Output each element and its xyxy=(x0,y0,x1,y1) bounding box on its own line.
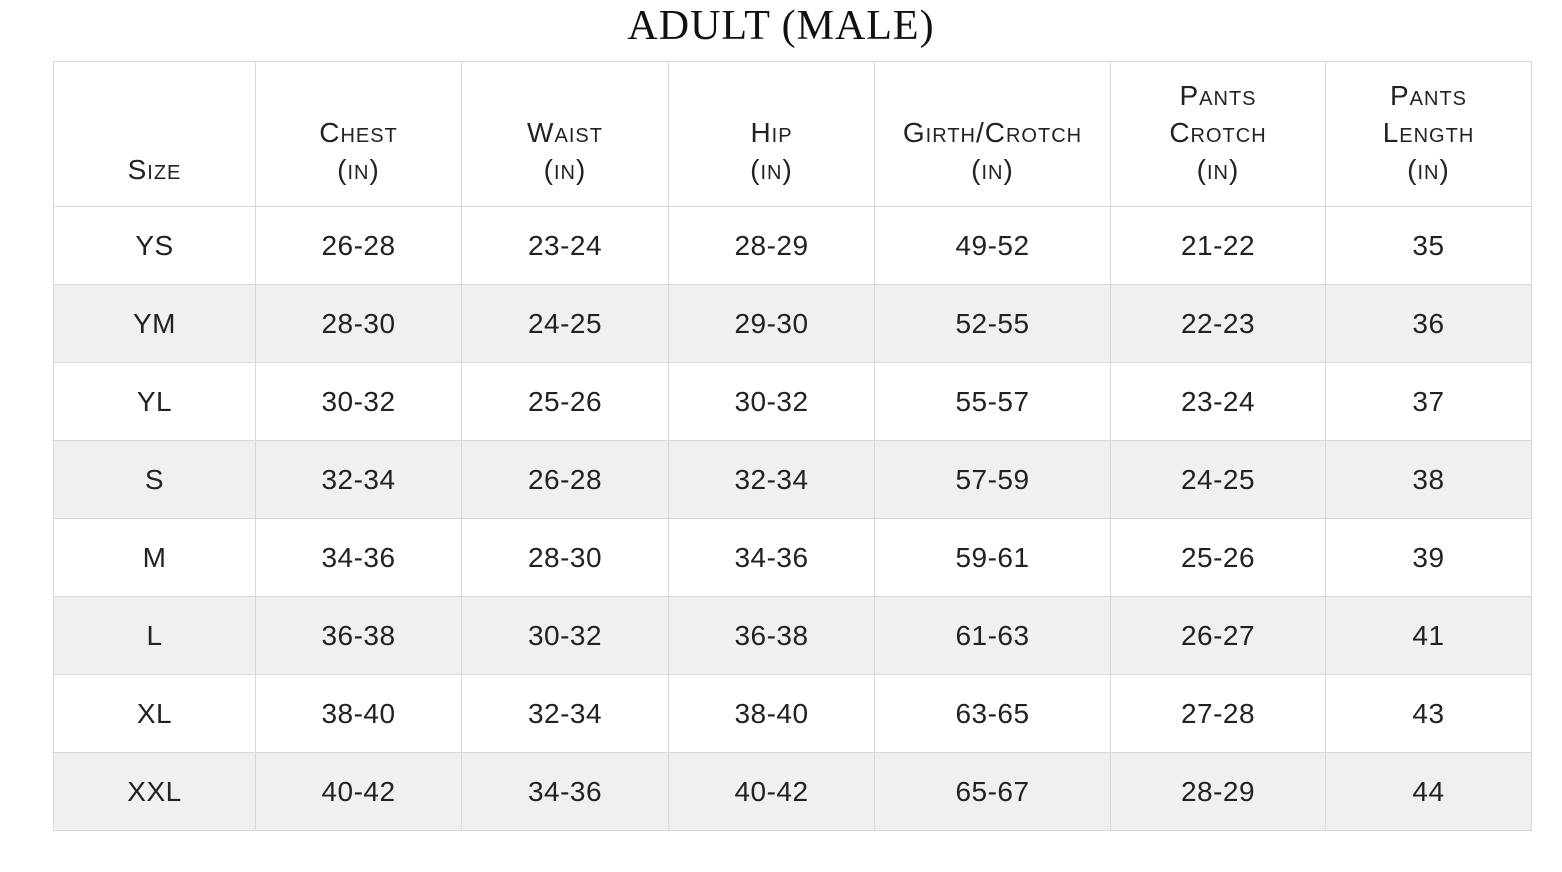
column-header-line: Waist xyxy=(527,117,603,148)
size-chart-table: Size Chest (in) Waist (in) Hip (in) Girth/Crotc… xyxy=(53,61,1532,831)
column-header-line: Size xyxy=(127,154,182,185)
size-cell: XXL xyxy=(53,752,256,831)
size-cell: L xyxy=(53,596,256,675)
measurement-cell: 21-22 xyxy=(1110,206,1326,285)
measurement-cell: 30-32 xyxy=(668,362,875,441)
measurement-cell: 35 xyxy=(1325,206,1532,285)
measurement-cell: 63-65 xyxy=(874,674,1111,753)
table-row-ys: YS 26-28 23-24 28-29 49-52 21-22 35 xyxy=(53,206,1532,285)
table-row-xxl: XXL 40-42 34-36 40-42 65-67 28-29 44 xyxy=(53,752,1532,831)
column-header-pants-crotch: Pants Crotch (in) xyxy=(1110,61,1326,207)
measurement-cell: 36-38 xyxy=(255,596,462,675)
column-header-line: Pants xyxy=(1389,80,1467,111)
measurement-cell: 26-28 xyxy=(461,440,669,519)
measurement-cell: 40-42 xyxy=(668,752,875,831)
measurement-cell: 34-36 xyxy=(668,518,875,597)
measurement-cell: 30-32 xyxy=(461,596,669,675)
measurement-cell: 25-26 xyxy=(461,362,669,441)
measurement-cell: 49-52 xyxy=(874,206,1111,285)
page-title: ADULT (MALE) xyxy=(627,3,935,49)
measurement-cell: 27-28 xyxy=(1110,674,1326,753)
measurement-cell: 23-24 xyxy=(461,206,669,285)
measurement-cell: 26-27 xyxy=(1110,596,1326,675)
column-header-line: Chest xyxy=(319,117,398,148)
size-cell: YL xyxy=(53,362,256,441)
measurement-cell: 24-25 xyxy=(1110,440,1326,519)
column-header-pants-length: Pants Length (in) xyxy=(1325,61,1532,207)
measurement-cell: 59-61 xyxy=(874,518,1111,597)
measurement-cell: 36-38 xyxy=(668,596,875,675)
table-row-s: S 32-34 26-28 32-34 57-59 24-25 38 xyxy=(53,440,1532,519)
measurement-cell: 38-40 xyxy=(255,674,462,753)
measurement-cell: 28-29 xyxy=(1110,752,1326,831)
header-row: Size Chest (in) Waist (in) Hip (in) Girth/Crotc… xyxy=(53,61,1532,207)
column-header-line: (in) xyxy=(1196,154,1240,185)
measurement-cell: 44 xyxy=(1325,752,1532,831)
size-cell: S xyxy=(53,440,256,519)
measurement-cell: 32-34 xyxy=(668,440,875,519)
column-header-line: Length xyxy=(1382,117,1475,148)
measurement-cell: 25-26 xyxy=(1110,518,1326,597)
measurement-cell: 32-34 xyxy=(461,674,669,753)
measurement-cell: 38 xyxy=(1325,440,1532,519)
measurement-cell: 32-34 xyxy=(255,440,462,519)
column-header-line: (in) xyxy=(1407,154,1450,185)
column-header-hip: Hip (in) xyxy=(668,61,875,207)
column-header-waist: Waist (in) xyxy=(461,61,669,207)
size-cell: M xyxy=(53,518,256,597)
measurement-cell: 36 xyxy=(1325,284,1532,363)
table-body: YS 26-28 23-24 28-29 49-52 21-22 35 YM 28-30 24-2… xyxy=(53,206,1532,831)
table-row-l: L 36-38 30-32 36-38 61-63 26-27 41 xyxy=(53,596,1532,675)
measurement-cell: 34-36 xyxy=(255,518,462,597)
measurement-cell: 40-42 xyxy=(255,752,462,831)
column-header-line: (in) xyxy=(543,154,587,185)
column-header-line: (in) xyxy=(750,154,793,185)
table-row-yl: YL 30-32 25-26 30-32 55-57 23-24 37 xyxy=(53,362,1532,441)
column-header-line: Girth/Crotch xyxy=(902,117,1083,148)
column-header-line: Pants xyxy=(1179,80,1257,111)
column-header-girth-crotch: Girth/Crotch (in) xyxy=(874,61,1111,207)
measurement-cell: 41 xyxy=(1325,596,1532,675)
measurement-cell: 26-28 xyxy=(255,206,462,285)
measurement-cell: 24-25 xyxy=(461,284,669,363)
table-row-xl: XL 38-40 32-34 38-40 63-65 27-28 43 xyxy=(53,674,1532,753)
column-header-size: Size xyxy=(53,61,256,207)
measurement-cell: 65-67 xyxy=(874,752,1111,831)
table-header: Size Chest (in) Waist (in) Hip (in) Girth/Crotc… xyxy=(53,61,1532,207)
measurement-cell: 29-30 xyxy=(668,284,875,363)
column-header-line: Crotch xyxy=(1169,117,1267,148)
measurement-cell: 43 xyxy=(1325,674,1532,753)
measurement-cell: 28-30 xyxy=(461,518,669,597)
measurement-cell: 52-55 xyxy=(874,284,1111,363)
measurement-cell: 28-30 xyxy=(255,284,462,363)
size-cell: XL xyxy=(53,674,256,753)
size-cell: YM xyxy=(53,284,256,363)
measurement-cell: 28-29 xyxy=(668,206,875,285)
column-header-line: Hip xyxy=(750,117,793,148)
measurement-cell: 22-23 xyxy=(1110,284,1326,363)
measurement-cell: 30-32 xyxy=(255,362,462,441)
table-row-ym: YM 28-30 24-25 29-30 52-55 22-23 36 xyxy=(53,284,1532,363)
measurement-cell: 38-40 xyxy=(668,674,875,753)
column-header-line: (in) xyxy=(971,154,1014,185)
measurement-cell: 23-24 xyxy=(1110,362,1326,441)
column-header-line: (in) xyxy=(337,154,380,185)
size-cell: YS xyxy=(53,206,256,285)
measurement-cell: 61-63 xyxy=(874,596,1111,675)
measurement-cell: 39 xyxy=(1325,518,1532,597)
measurement-cell: 57-59 xyxy=(874,440,1111,519)
measurement-cell: 37 xyxy=(1325,362,1532,441)
column-header-chest: Chest (in) xyxy=(255,61,462,207)
measurement-cell: 34-36 xyxy=(461,752,669,831)
table-row-m: M 34-36 28-30 34-36 59-61 25-26 39 xyxy=(53,518,1532,597)
measurement-cell: 55-57 xyxy=(874,362,1111,441)
